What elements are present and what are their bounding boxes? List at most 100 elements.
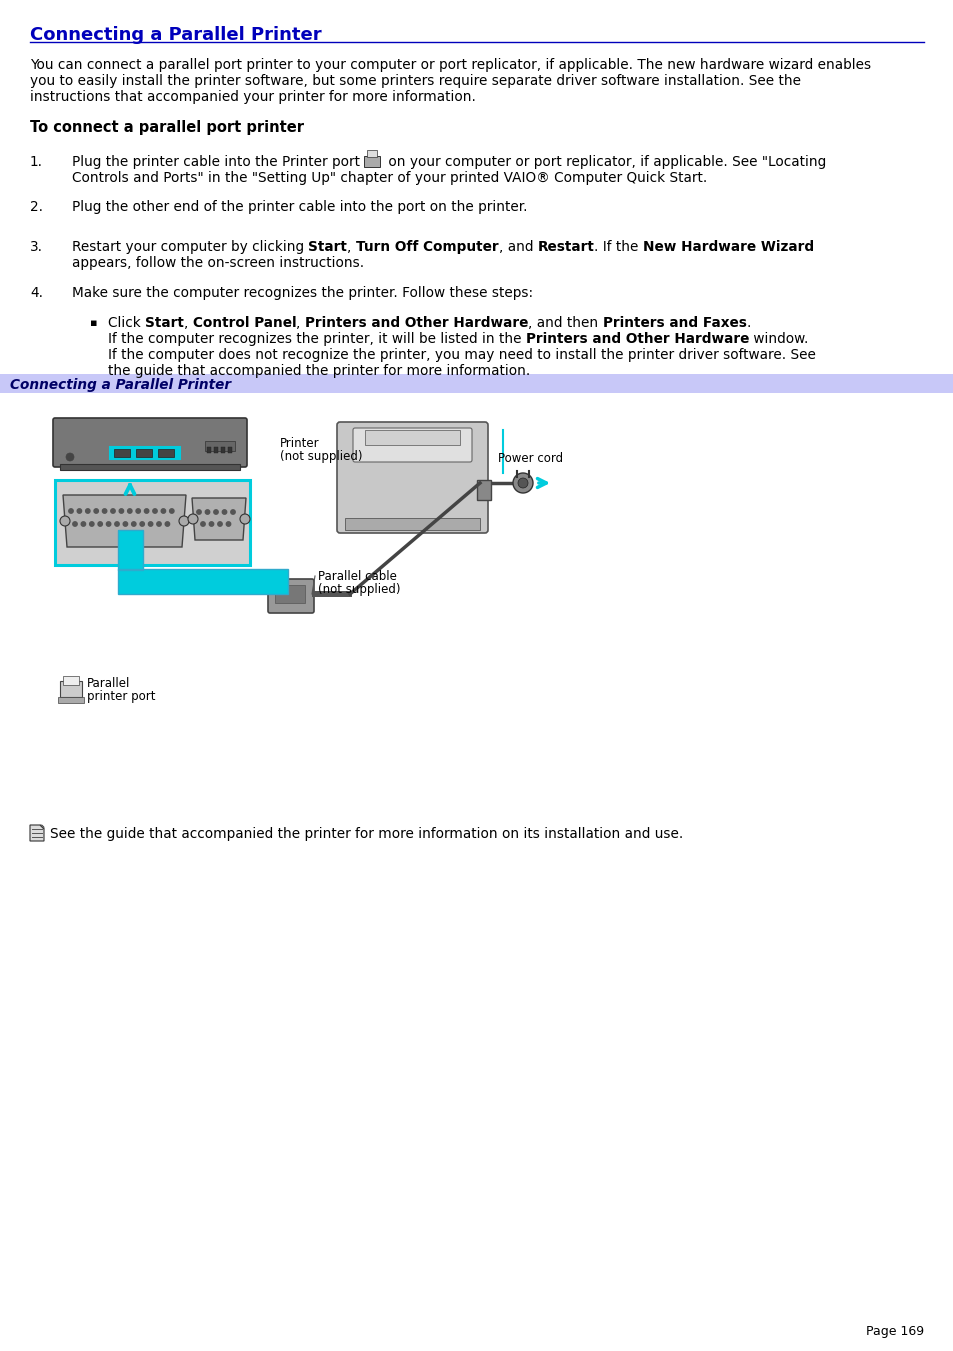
Circle shape [119, 509, 124, 513]
Circle shape [222, 509, 227, 515]
Text: Start: Start [145, 316, 184, 330]
Circle shape [170, 509, 173, 513]
Circle shape [132, 521, 136, 526]
Circle shape [179, 516, 189, 526]
Circle shape [161, 509, 166, 513]
Circle shape [123, 521, 128, 526]
Text: New Hardware Wizard: New Hardware Wizard [642, 240, 814, 254]
Text: instructions that accompanied your printer for more information.: instructions that accompanied your print… [30, 91, 476, 104]
Circle shape [107, 521, 111, 526]
Text: Connecting a Parallel Printer: Connecting a Parallel Printer [30, 26, 321, 45]
Text: 1.: 1. [30, 155, 43, 169]
Circle shape [69, 509, 73, 513]
Bar [367, 150, 377, 157]
Polygon shape [192, 499, 246, 540]
Circle shape [144, 509, 149, 513]
Text: ▪: ▪ [90, 317, 97, 328]
Circle shape [226, 521, 231, 526]
Circle shape [140, 521, 144, 526]
Bar [118, 569, 288, 594]
Circle shape [188, 513, 198, 524]
Polygon shape [30, 825, 44, 842]
Text: Plug the printer cable into the Printer port: Plug the printer cable into the Printer … [71, 155, 364, 169]
Text: Connecting a Parallel Printer: Connecting a Parallel Printer [10, 378, 231, 392]
Text: ,: , [184, 316, 193, 330]
Bar [63, 676, 79, 685]
Circle shape [240, 513, 250, 524]
Bar [213, 447, 218, 453]
Bar [274, 585, 305, 603]
Bar [365, 430, 459, 444]
Text: You can connect a parallel port printer to your computer or port replicator, if : You can connect a parallel port printer … [30, 58, 870, 72]
Circle shape [213, 509, 218, 515]
Circle shape [81, 521, 86, 526]
Text: Printers and Faxes: Printers and Faxes [602, 316, 746, 330]
Text: Power cord: Power cord [497, 453, 562, 465]
Circle shape [196, 509, 201, 515]
Circle shape [136, 509, 140, 513]
Text: Controls and Ports" in the "Setting Up" chapter of your printed VAIO® Computer Q: Controls and Ports" in the "Setting Up" … [71, 172, 706, 185]
Text: Make sure the computer recognizes the printer. Follow these steps:: Make sure the computer recognizes the pr… [71, 286, 533, 300]
Text: Parallel: Parallel [87, 677, 131, 690]
Text: Parallel cable: Parallel cable [317, 570, 396, 584]
Text: Plug the other end of the printer cable into the port on the printer.: Plug the other end of the printer cable … [71, 200, 527, 213]
Bar [0, 374, 953, 393]
Bar [228, 447, 232, 453]
Text: If the computer does not recognize the printer, you may need to install the prin: If the computer does not recognize the p… [108, 349, 815, 362]
Bar [345, 517, 479, 530]
Text: Turn Off Computer: Turn Off Computer [355, 240, 498, 254]
Text: , and then: , and then [528, 316, 602, 330]
Circle shape [513, 473, 533, 493]
Text: Restart: Restart [537, 240, 594, 254]
Circle shape [517, 478, 527, 488]
Bar [476, 480, 491, 500]
Circle shape [209, 521, 213, 526]
Bar [110, 447, 180, 459]
Circle shape [205, 509, 210, 515]
Circle shape [200, 521, 205, 526]
FancyBboxPatch shape [268, 580, 314, 613]
Text: Printers and Other Hardware: Printers and Other Hardware [525, 332, 748, 346]
FancyBboxPatch shape [336, 422, 488, 534]
Text: .: . [746, 316, 750, 330]
Circle shape [86, 509, 90, 513]
FancyBboxPatch shape [353, 428, 472, 462]
Bar [118, 530, 143, 570]
Bar [118, 530, 143, 570]
Bar [55, 480, 250, 565]
Circle shape [98, 521, 102, 526]
Bar [60, 681, 82, 697]
Circle shape [149, 521, 152, 526]
Text: 4.: 4. [30, 286, 43, 300]
Bar [207, 447, 211, 453]
Circle shape [60, 516, 70, 526]
Circle shape [128, 509, 132, 513]
Text: ,: , [296, 316, 305, 330]
Circle shape [111, 509, 115, 513]
Circle shape [217, 521, 222, 526]
Bar [221, 447, 225, 453]
FancyBboxPatch shape [53, 417, 247, 467]
Circle shape [94, 509, 98, 513]
Circle shape [231, 509, 235, 515]
Bar [136, 449, 152, 457]
Bar [364, 155, 380, 168]
Text: See the guide that accompanied the printer for more information on its installat: See the guide that accompanied the print… [50, 827, 682, 842]
Bar [60, 463, 240, 470]
Text: To connect a parallel port printer: To connect a parallel port printer [30, 120, 304, 135]
Circle shape [165, 521, 170, 526]
Text: the guide that accompanied the printer for more information.: the guide that accompanied the printer f… [108, 363, 530, 378]
Text: window.: window. [748, 332, 808, 346]
Text: appears, follow the on-screen instructions.: appears, follow the on-screen instructio… [71, 255, 364, 270]
Text: Printers and Other Hardware: Printers and Other Hardware [305, 316, 528, 330]
Text: (not supplied): (not supplied) [280, 450, 362, 463]
Text: , and: , and [498, 240, 537, 254]
Bar [205, 440, 234, 451]
Circle shape [114, 521, 119, 526]
Text: Click: Click [108, 316, 145, 330]
Bar [113, 449, 130, 457]
Text: ,: , [347, 240, 355, 254]
Text: Page 169: Page 169 [865, 1325, 923, 1337]
Text: . If the: . If the [594, 240, 642, 254]
Polygon shape [40, 825, 44, 830]
